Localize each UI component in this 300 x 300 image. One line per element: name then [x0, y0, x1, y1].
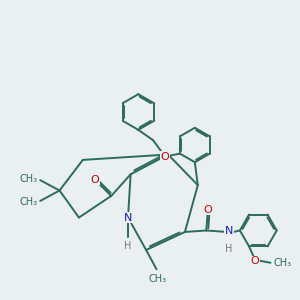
Text: N: N — [225, 226, 233, 236]
Text: H: H — [226, 244, 233, 254]
Text: CH₃: CH₃ — [274, 258, 292, 268]
Text: O: O — [91, 175, 99, 184]
Text: N: N — [124, 213, 132, 223]
Text: O: O — [203, 205, 212, 215]
Text: O: O — [251, 256, 260, 266]
Text: CH₃: CH₃ — [149, 274, 167, 284]
Text: CH₃: CH₃ — [19, 174, 37, 184]
Text: H: H — [124, 241, 132, 251]
Text: CH₃: CH₃ — [19, 197, 37, 207]
Text: O: O — [161, 152, 170, 162]
